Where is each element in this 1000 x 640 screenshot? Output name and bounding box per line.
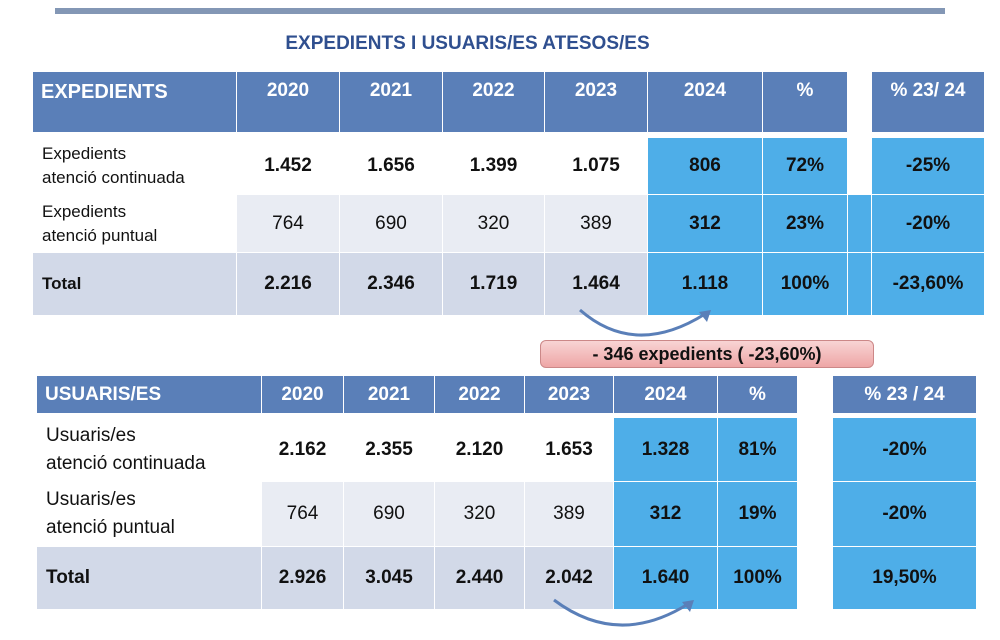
column-header: 2021 xyxy=(344,376,435,414)
table-cell: 3.045 xyxy=(344,547,435,610)
column-header: % xyxy=(718,376,798,414)
column-gap xyxy=(848,72,872,133)
row-label: Total xyxy=(33,253,237,316)
table-title: EXPEDIENTS xyxy=(33,72,237,133)
table-cell: 690 xyxy=(344,482,435,547)
table-cell: 1.653 xyxy=(525,418,614,482)
table-cell: 2.162 xyxy=(262,418,344,482)
column-gap xyxy=(798,376,833,414)
table-cell: 1.640 xyxy=(614,547,718,610)
page-title: EXPEDIENTS I USUARIS/ES ATESOS/ES xyxy=(285,33,650,54)
table-cell: 72% xyxy=(763,138,848,195)
table-cell: 100% xyxy=(718,547,798,610)
column-header: 2022 xyxy=(435,376,525,414)
column-header: 2020 xyxy=(262,376,344,414)
table-cell: 1.328 xyxy=(614,418,718,482)
table-cell: 1.118 xyxy=(648,253,763,316)
column-header: 2021 xyxy=(340,72,443,133)
row-label: Usuaris/es atenció puntual xyxy=(37,482,262,547)
table-cell: 19% xyxy=(718,482,798,547)
top-divider xyxy=(55,8,945,14)
curved-arrow-icon xyxy=(553,598,694,627)
column-gap xyxy=(848,253,872,316)
table-cell: 389 xyxy=(525,482,614,547)
table-cell: 2.346 xyxy=(340,253,443,316)
table-cell: 764 xyxy=(237,195,340,253)
row-label: Total xyxy=(37,547,262,610)
table-cell: 1.719 xyxy=(443,253,545,316)
table-cell: 2.042 xyxy=(525,547,614,610)
column-gap xyxy=(798,482,833,547)
table-cell: 312 xyxy=(614,482,718,547)
table-cell: 320 xyxy=(443,195,545,253)
table-cell: 2.216 xyxy=(237,253,340,316)
change-cell: -20% xyxy=(833,482,977,547)
column-header: % 23/ 24 xyxy=(872,72,985,133)
change-cell: 19,50% xyxy=(833,547,977,610)
curved-arrow-icon xyxy=(579,308,711,337)
table-cell: 320 xyxy=(435,482,525,547)
column-gap xyxy=(798,547,833,610)
change-cell: -20% xyxy=(833,418,977,482)
table-cell: 1.464 xyxy=(545,253,648,316)
table-cell: 389 xyxy=(545,195,648,253)
table-cell: 806 xyxy=(648,138,763,195)
table-cell: 1.656 xyxy=(340,138,443,195)
row-label: Expedients atenció puntual xyxy=(33,195,237,253)
table-cell: 2.440 xyxy=(435,547,525,610)
table-title: USUARIS/ES xyxy=(37,376,262,414)
change-callout: - 346 expedients ( -23,60%) xyxy=(540,340,874,368)
column-header: 2024 xyxy=(648,72,763,133)
table-cell: 1.075 xyxy=(545,138,648,195)
column-header: 2020 xyxy=(237,72,340,133)
column-header: % 23 / 24 xyxy=(833,376,977,414)
table-cell: 1.399 xyxy=(443,138,545,195)
column-gap xyxy=(798,418,833,482)
change-cell: -23,60% xyxy=(872,253,985,316)
column-header: 2022 xyxy=(443,72,545,133)
usuaris-table: USUARIS/ES 2020 2021 2022 2023 2024% % 23 / 24… xyxy=(37,376,977,610)
table-cell: 764 xyxy=(262,482,344,547)
table-cell: 690 xyxy=(340,195,443,253)
expedients-table: EXPEDIENTS 2020 2021 2022 2023 2024% % 23/ 24 E… xyxy=(33,72,985,316)
row-label: Expedients atenció continuada xyxy=(33,138,237,195)
change-cell: -20% xyxy=(872,195,985,253)
column-header: 2023 xyxy=(525,376,614,414)
change-cell: -25% xyxy=(872,138,985,195)
table-cell: 100% xyxy=(763,253,848,316)
column-gap xyxy=(848,195,872,253)
column-header: 2023 xyxy=(545,72,648,133)
column-header: % xyxy=(763,72,848,133)
table-cell: 1.452 xyxy=(237,138,340,195)
column-header: 2024 xyxy=(614,376,718,414)
row-label: Usuaris/es atenció continuada xyxy=(37,418,262,482)
column-gap xyxy=(848,138,872,195)
table-cell: 312 xyxy=(648,195,763,253)
table-cell: 23% xyxy=(763,195,848,253)
table-cell: 2.926 xyxy=(262,547,344,610)
table-cell: 2.120 xyxy=(435,418,525,482)
table-cell: 2.355 xyxy=(344,418,435,482)
table-cell: 81% xyxy=(718,418,798,482)
